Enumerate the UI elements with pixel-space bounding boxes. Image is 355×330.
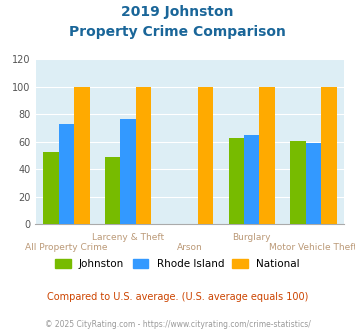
Text: © 2025 CityRating.com - https://www.cityrating.com/crime-statistics/: © 2025 CityRating.com - https://www.city… bbox=[45, 320, 310, 329]
Bar bbox=[74, 87, 89, 224]
Bar bbox=[306, 143, 321, 224]
Bar bbox=[136, 87, 151, 224]
Text: All Property Crime: All Property Crime bbox=[25, 243, 108, 251]
Bar bbox=[244, 135, 260, 224]
Text: Arson: Arson bbox=[177, 243, 203, 251]
Bar bbox=[290, 141, 306, 224]
Bar bbox=[43, 151, 59, 224]
Text: Motor Vehicle Theft: Motor Vehicle Theft bbox=[269, 243, 355, 251]
Text: Property Crime Comparison: Property Crime Comparison bbox=[69, 25, 286, 39]
Bar bbox=[260, 87, 275, 224]
Legend: Johnston, Rhode Island, National: Johnston, Rhode Island, National bbox=[51, 254, 304, 273]
Bar bbox=[59, 124, 74, 224]
Text: Burglary: Burglary bbox=[233, 233, 271, 242]
Bar bbox=[120, 118, 136, 224]
Bar bbox=[229, 138, 244, 224]
Bar bbox=[105, 157, 120, 224]
Text: Compared to U.S. average. (U.S. average equals 100): Compared to U.S. average. (U.S. average … bbox=[47, 292, 308, 302]
Bar bbox=[198, 87, 213, 224]
Bar bbox=[321, 87, 337, 224]
Text: 2019 Johnston: 2019 Johnston bbox=[121, 5, 234, 19]
Text: Larceny & Theft: Larceny & Theft bbox=[92, 233, 164, 242]
